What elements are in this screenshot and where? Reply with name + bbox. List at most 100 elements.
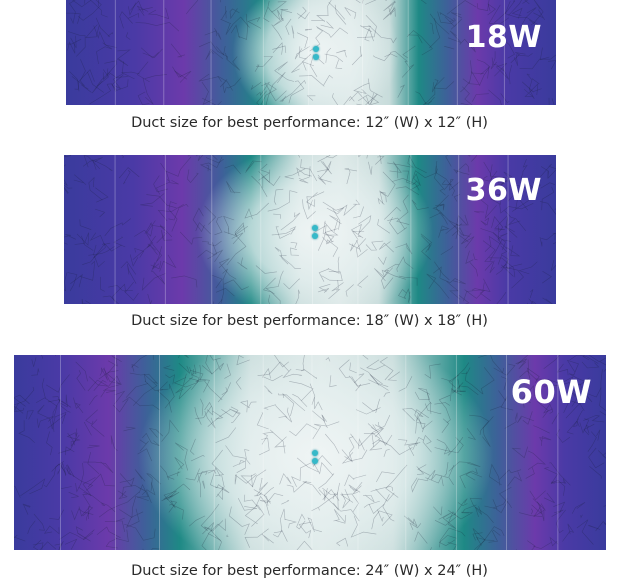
uv-center-glow — [64, 155, 556, 304]
crack-line — [489, 397, 514, 411]
crack-line — [332, 208, 341, 230]
crack-line — [585, 424, 590, 434]
crack-line — [256, 478, 268, 496]
crack-line — [317, 174, 326, 185]
crack-line — [433, 506, 443, 516]
crack-line — [374, 421, 383, 430]
crack-line — [272, 45, 287, 53]
crack-line — [90, 419, 105, 437]
crack-line — [456, 385, 479, 396]
crack-line — [306, 191, 325, 211]
crack-line — [137, 448, 152, 462]
crack-line — [70, 273, 83, 288]
crack-line — [480, 367, 495, 395]
crack-line — [67, 272, 78, 292]
crack-line — [324, 433, 340, 454]
crack-line — [445, 155, 471, 167]
crack-line — [204, 520, 224, 532]
crack-line — [357, 215, 372, 234]
crack-line — [543, 467, 558, 484]
crack-line — [582, 355, 606, 363]
crack-line — [82, 157, 103, 167]
crack-line — [296, 167, 312, 177]
crack-line — [147, 7, 170, 20]
crack-line — [365, 0, 377, 5]
crack-line — [521, 81, 542, 93]
crack-line — [488, 4, 509, 25]
crack-line — [166, 471, 181, 480]
crack-line — [403, 515, 418, 527]
crack-line — [597, 450, 606, 459]
crack-line — [179, 231, 203, 245]
crack-line — [159, 224, 173, 238]
crack-line — [351, 46, 363, 66]
surface-texture-pattern — [14, 355, 606, 550]
crack-line — [448, 461, 481, 472]
crack-line — [190, 364, 204, 381]
crack-line — [225, 52, 241, 71]
crack-line — [568, 373, 590, 395]
crack-line — [295, 355, 305, 371]
crack-line — [299, 75, 325, 87]
crack-line — [265, 270, 284, 295]
crack-line — [464, 289, 491, 302]
crack-line — [43, 460, 65, 488]
crack-line — [117, 490, 128, 500]
crack-line — [437, 11, 456, 24]
crack-line — [174, 457, 185, 470]
crack-line — [60, 394, 68, 408]
crack-line — [79, 260, 95, 281]
crack-line — [390, 50, 411, 69]
crack-line — [587, 431, 597, 452]
crack-line — [282, 392, 295, 417]
crack-line — [291, 25, 295, 39]
crack-line — [463, 282, 485, 302]
crack-line — [380, 191, 387, 203]
crack-line — [335, 59, 343, 69]
crack-line — [18, 420, 35, 443]
crack-line — [256, 90, 267, 105]
crack-line — [274, 355, 289, 368]
crack-line — [377, 197, 385, 205]
crack-line — [337, 204, 357, 217]
crack-line — [79, 219, 92, 230]
crack-line — [272, 529, 288, 542]
crack-line — [596, 429, 601, 441]
crack-line — [447, 542, 458, 550]
crack-line — [429, 22, 434, 35]
crack-line — [495, 187, 508, 198]
crack-line — [43, 525, 60, 535]
crack-line — [496, 292, 507, 304]
crack-line — [147, 293, 153, 304]
crack-line — [332, 482, 340, 500]
crack-line — [73, 174, 87, 185]
crack-line — [41, 378, 46, 399]
crack-line — [434, 402, 450, 406]
crack-line — [522, 385, 535, 399]
crack-line — [168, 204, 189, 221]
crack-line — [87, 444, 100, 449]
crack-line — [244, 528, 269, 548]
crack-line — [96, 42, 113, 65]
crack-line — [14, 405, 24, 414]
crack-line — [124, 523, 156, 541]
crack-line — [215, 427, 237, 443]
crack-line — [524, 181, 542, 191]
crack-line — [434, 437, 464, 454]
crack-line — [368, 24, 397, 44]
crack-line — [414, 391, 431, 400]
crack-line — [524, 83, 539, 97]
crack-line — [409, 522, 422, 531]
crack-line — [317, 155, 331, 163]
crack-line — [123, 426, 136, 432]
crack-line — [46, 374, 70, 393]
crack-line — [529, 289, 534, 299]
crack-line — [551, 509, 564, 517]
crack-line — [217, 486, 223, 501]
crack-line — [162, 155, 165, 156]
crack-line — [66, 432, 81, 441]
crack-line — [344, 7, 357, 19]
crack-line — [197, 471, 208, 498]
crack-line — [198, 41, 229, 60]
crack-line — [535, 376, 574, 388]
